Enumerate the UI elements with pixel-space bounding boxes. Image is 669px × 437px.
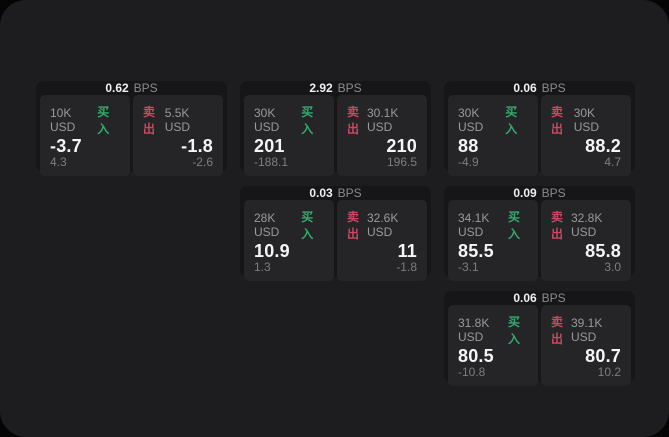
buy-quote-tile[interactable]: 28K USD 买入 10.9 1.3 xyxy=(244,200,334,281)
sell-notional-label: 32.6K USD xyxy=(367,211,399,239)
bps-header: 0.06 BPS xyxy=(448,81,631,95)
buy-side-label: 买入 xyxy=(505,105,518,136)
buy-quote-tile[interactable]: 34.1K USD 买入 85.5 -3.1 xyxy=(448,200,538,281)
buy-delta-value: -10.8 xyxy=(458,365,486,379)
buy-notional-label: 31.8K USD xyxy=(458,316,490,344)
buy-side-label: 买入 xyxy=(508,315,521,346)
sell-quote-tile[interactable]: 卖出 5.5K USD -1.8 -2.6 xyxy=(133,95,223,176)
sell-price-value: 88.2 xyxy=(585,136,621,156)
quote-card: 0.06 BPS 30K USD 买入 88 -4.9 卖出 30K USD xyxy=(444,81,635,176)
quote-card: 2.92 BPS 30K USD 买入 201 -188.1 卖出 30.1K … xyxy=(240,81,431,176)
bps-unit-label: BPS xyxy=(541,291,566,305)
buy-delta-value: -188.1 xyxy=(254,155,289,169)
sell-notional-label: 30K USD xyxy=(573,106,600,134)
buy-price-value: 201 xyxy=(254,136,285,156)
sell-delta-value: -2.6 xyxy=(192,155,213,169)
buy-delta-value: 1.3 xyxy=(254,260,271,274)
bps-value: 0.03 xyxy=(309,186,333,200)
buy-price-value: 80.5 xyxy=(458,346,494,366)
bps-value: 0.06 xyxy=(513,81,537,95)
sell-delta-value: 196.5 xyxy=(386,155,417,169)
sell-side-label: 卖出 xyxy=(143,105,156,136)
sell-side-label: 卖出 xyxy=(551,105,564,136)
buy-side-label: 买入 xyxy=(508,210,521,241)
bps-value: 2.92 xyxy=(309,81,333,95)
buy-side-label: 买入 xyxy=(301,105,314,136)
sell-price-value: 80.7 xyxy=(585,346,621,366)
quote-card: 0.62 BPS 10K USD 买入 -3.7 4.3 卖出 5.5K USD xyxy=(36,81,227,176)
buy-quote-tile[interactable]: 30K USD 买入 201 -188.1 xyxy=(244,95,334,176)
sell-notional-label: 30.1K USD xyxy=(367,106,399,134)
bps-header: 0.62 BPS xyxy=(40,81,223,95)
sell-notional-label: 5.5K USD xyxy=(164,106,191,134)
bps-unit-label: BPS xyxy=(337,186,362,200)
quote-card-grid: 0.62 BPS 10K USD 买入 -3.7 4.3 卖出 5.5K USD xyxy=(36,81,635,386)
sell-delta-value: 3.0 xyxy=(604,260,621,274)
sell-side-label: 卖出 xyxy=(551,210,564,241)
bps-unit-label: BPS xyxy=(541,81,566,95)
sell-quote-tile[interactable]: 卖出 30.1K USD 210 196.5 xyxy=(337,95,427,176)
bps-value: 0.62 xyxy=(105,81,129,95)
buy-delta-value: -4.9 xyxy=(458,155,479,169)
sell-price-value: 85.8 xyxy=(585,241,621,261)
buy-side-label: 买入 xyxy=(301,210,314,241)
bps-value: 0.09 xyxy=(513,186,537,200)
bps-header: 0.09 BPS xyxy=(448,186,631,200)
sell-delta-value: -1.8 xyxy=(396,260,417,274)
sell-notional-label: 32.8K USD xyxy=(571,211,603,239)
buy-quote-tile[interactable]: 10K USD 买入 -3.7 4.3 xyxy=(40,95,130,176)
buy-side-label: 买入 xyxy=(97,105,110,136)
buy-delta-value: -3.1 xyxy=(458,260,479,274)
buy-price-value: 10.9 xyxy=(254,241,290,261)
sell-delta-value: 10.2 xyxy=(597,365,621,379)
buy-notional-label: 30K USD xyxy=(254,106,280,134)
buy-price-value: -3.7 xyxy=(50,136,82,156)
bps-header: 2.92 BPS xyxy=(244,81,427,95)
sell-quote-tile[interactable]: 卖出 32.8K USD 85.8 3.0 xyxy=(541,200,631,281)
buy-notional-label: 34.1K USD xyxy=(458,211,490,239)
bps-unit-label: BPS xyxy=(133,81,158,95)
buy-quote-tile[interactable]: 30K USD 买入 88 -4.9 xyxy=(448,95,538,176)
sell-quote-tile[interactable]: 卖出 32.6K USD 11 -1.8 xyxy=(337,200,427,281)
buy-price-value: 85.5 xyxy=(458,241,494,261)
buy-delta-value: 4.3 xyxy=(50,155,67,169)
sell-side-label: 卖出 xyxy=(551,315,564,346)
bps-value: 0.06 xyxy=(513,291,537,305)
sell-price-value: 210 xyxy=(386,136,417,156)
sell-side-label: 卖出 xyxy=(347,105,360,136)
quote-card: 0.06 BPS 31.8K USD 买入 80.5 -10.8 卖出 39.1… xyxy=(444,291,635,386)
buy-price-value: 88 xyxy=(458,136,479,156)
sell-quote-tile[interactable]: 卖出 39.1K USD 80.7 10.2 xyxy=(541,305,631,386)
sell-price-value: -1.8 xyxy=(181,136,213,156)
bps-header: 0.06 BPS xyxy=(448,291,631,305)
sell-side-label: 卖出 xyxy=(347,210,360,241)
quote-card: 0.09 BPS 34.1K USD 买入 85.5 -3.1 卖出 32.8K… xyxy=(444,186,635,281)
sell-delta-value: 4.7 xyxy=(604,155,621,169)
buy-notional-label: 10K USD xyxy=(50,106,76,134)
sell-price-value: 11 xyxy=(397,241,417,261)
bps-unit-label: BPS xyxy=(541,186,566,200)
bps-header: 0.03 BPS xyxy=(244,186,427,200)
buy-quote-tile[interactable]: 31.8K USD 买入 80.5 -10.8 xyxy=(448,305,538,386)
sell-quote-tile[interactable]: 卖出 30K USD 88.2 4.7 xyxy=(541,95,631,176)
buy-notional-label: 28K USD xyxy=(254,211,280,239)
buy-notional-label: 30K USD xyxy=(458,106,484,134)
bps-unit-label: BPS xyxy=(337,81,362,95)
sell-notional-label: 39.1K USD xyxy=(571,316,603,344)
quote-card: 0.03 BPS 28K USD 买入 10.9 1.3 卖出 32.6K US… xyxy=(240,186,431,281)
